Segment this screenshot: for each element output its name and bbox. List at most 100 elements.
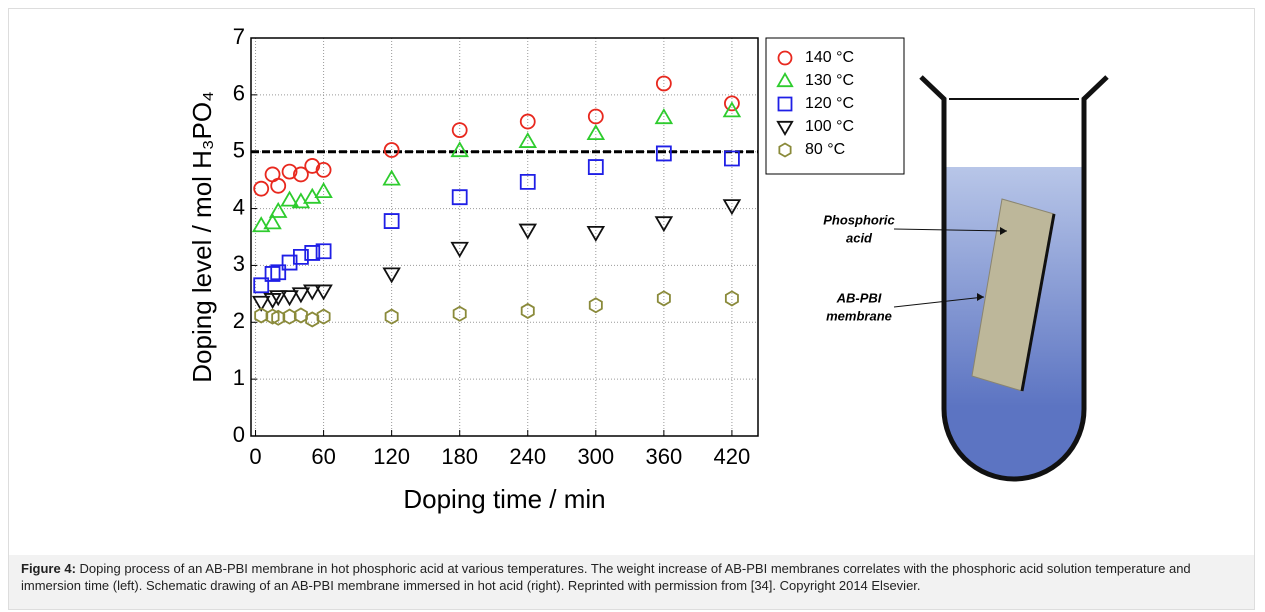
point xyxy=(452,305,467,322)
y-tick-label: 5 xyxy=(233,138,245,163)
point xyxy=(722,199,742,216)
arrow xyxy=(893,296,985,308)
point xyxy=(451,189,468,206)
arrow-head xyxy=(977,293,984,301)
legend-marker xyxy=(777,96,793,112)
x-tick-label: 0 xyxy=(249,444,261,469)
point xyxy=(302,284,322,301)
point xyxy=(383,213,400,229)
point xyxy=(265,308,280,325)
y-axis-label: Doping level / mol H₃PO₄ xyxy=(187,91,217,382)
point xyxy=(251,295,271,312)
y-tick-label: 3 xyxy=(233,251,245,276)
point xyxy=(724,150,740,167)
membrane-edge xyxy=(1020,213,1056,392)
y-tick-label: 6 xyxy=(233,81,245,106)
point xyxy=(270,264,287,281)
y-tick-label: 1 xyxy=(233,365,245,390)
point xyxy=(655,75,672,92)
point xyxy=(519,113,536,130)
point xyxy=(314,284,333,301)
point xyxy=(270,177,287,194)
point xyxy=(264,166,281,183)
x-tick-label: 120 xyxy=(373,444,410,469)
point xyxy=(293,166,309,183)
point xyxy=(587,108,604,125)
point xyxy=(655,145,672,162)
caption-label: Figure 4: xyxy=(21,561,76,576)
point xyxy=(316,308,331,325)
x-tick-label: 360 xyxy=(645,444,682,469)
point xyxy=(302,187,322,204)
point xyxy=(305,311,320,328)
point xyxy=(588,297,603,314)
x-tick-label: 420 xyxy=(714,444,751,469)
point xyxy=(654,108,674,125)
point xyxy=(314,182,333,199)
legend-marker xyxy=(776,120,794,136)
point xyxy=(263,213,282,230)
caption-text: Doping process of an AB-PBI membrane in … xyxy=(21,561,1191,593)
point xyxy=(293,249,309,265)
legend-marker xyxy=(776,72,794,88)
point xyxy=(724,290,739,307)
legend-label: 80 °C xyxy=(805,141,845,158)
y-tick-label: 4 xyxy=(233,194,245,219)
point xyxy=(280,290,299,307)
point xyxy=(518,223,538,240)
point xyxy=(586,124,606,141)
plot-frame xyxy=(250,37,759,437)
chart: 0 1 2 3 4 5 6 7 0 60 120 180 240 300 360 420 Doping time… xyxy=(187,24,1109,514)
point xyxy=(450,141,469,158)
legend-label: 120 °C xyxy=(805,95,854,112)
point xyxy=(586,225,606,242)
caption: Figure 4: Doping process of an AB-PBI me… xyxy=(9,555,1254,609)
x-tick-label: 180 xyxy=(441,444,478,469)
schematic-label: AB-PBI xyxy=(836,290,882,305)
x-tick-label: 240 xyxy=(509,444,546,469)
point xyxy=(280,190,299,207)
point xyxy=(384,308,399,325)
point xyxy=(450,241,469,258)
point xyxy=(291,287,311,304)
point xyxy=(251,216,271,233)
schematic-label: Phosphoric xyxy=(823,212,895,227)
arrow-head xyxy=(1000,227,1007,235)
arrow xyxy=(893,228,1008,232)
legend-box xyxy=(765,37,905,175)
point xyxy=(518,131,538,148)
point xyxy=(304,158,321,174)
figure: 0 1 2 3 4 5 6 7 0 60 120 180 240 300 360 420 Doping time… xyxy=(8,8,1255,610)
legend-marker xyxy=(777,50,793,66)
point xyxy=(654,216,674,233)
x-tick-label: 300 xyxy=(577,444,614,469)
acid-bottom xyxy=(944,407,1084,479)
point xyxy=(264,266,281,282)
point xyxy=(253,277,270,294)
x-tick-label: 60 xyxy=(311,444,335,469)
point xyxy=(268,290,288,307)
point xyxy=(304,245,321,261)
point xyxy=(656,290,671,307)
point xyxy=(315,243,332,260)
tube xyxy=(919,75,1109,482)
point xyxy=(451,122,468,138)
point xyxy=(293,307,308,324)
point xyxy=(587,159,604,175)
point xyxy=(519,173,536,190)
point xyxy=(253,180,270,197)
point xyxy=(281,163,298,180)
y-tick-label: 2 xyxy=(233,308,245,333)
point xyxy=(315,162,332,178)
point xyxy=(282,308,297,325)
point xyxy=(268,201,288,218)
point xyxy=(722,101,742,118)
point xyxy=(382,169,401,186)
point xyxy=(520,302,535,319)
x-axis-label: Doping time / min xyxy=(403,484,605,514)
y-tick-label: 7 xyxy=(233,24,245,49)
y-tick-label: 0 xyxy=(233,422,245,447)
point xyxy=(382,267,401,284)
legend-label: 140 °C xyxy=(805,49,854,66)
schematic-label: acid xyxy=(846,230,873,245)
